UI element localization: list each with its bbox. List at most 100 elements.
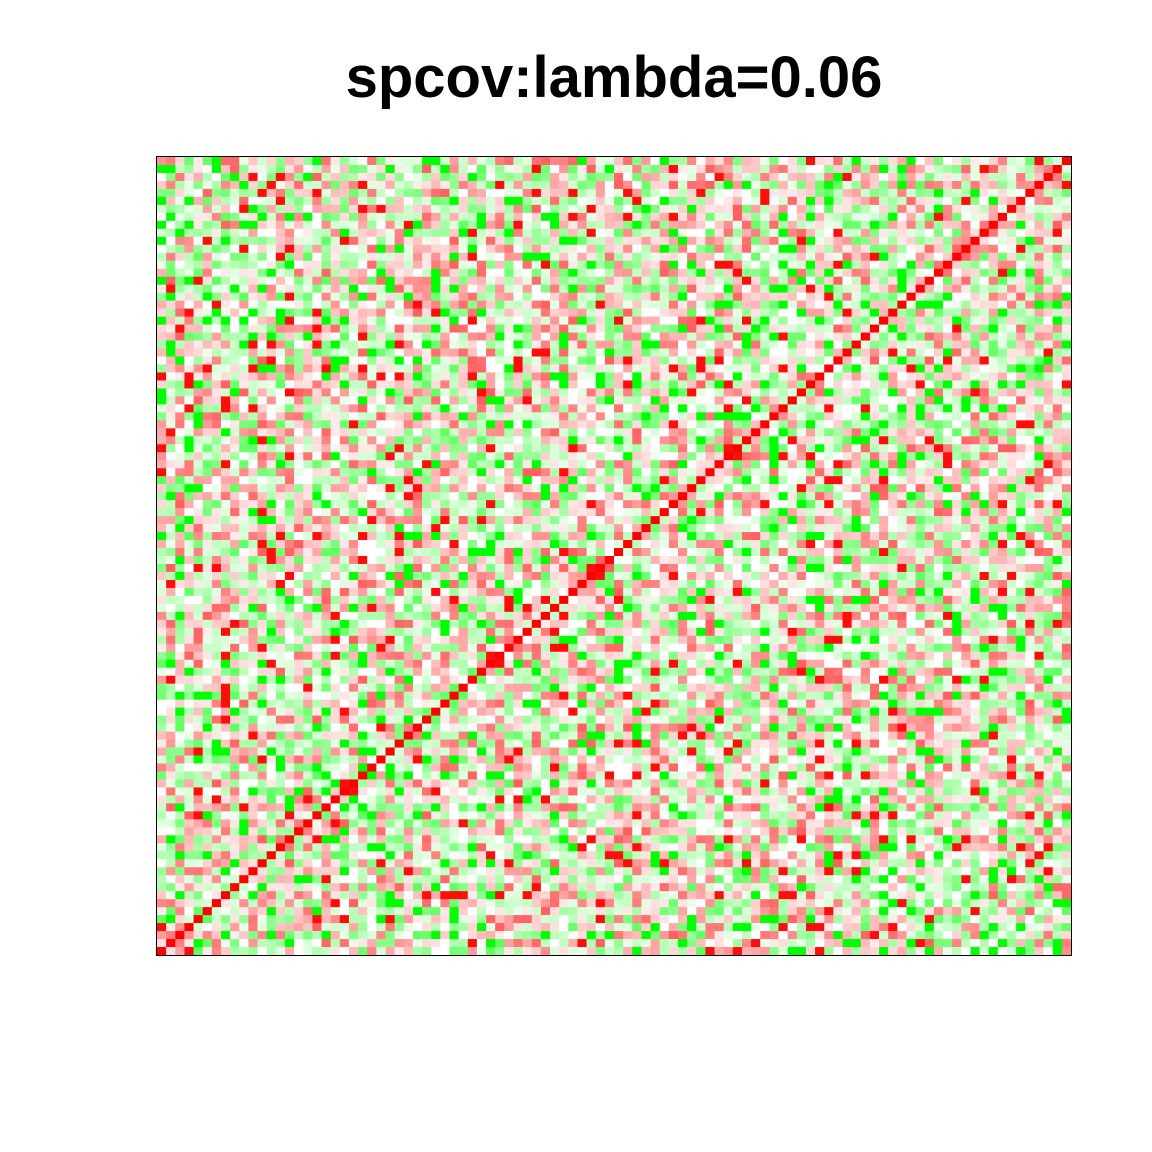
heatmap-cell xyxy=(997,196,1008,206)
heatmap-cell xyxy=(166,188,176,198)
heatmap-cell xyxy=(284,508,295,517)
heatmap-cell xyxy=(248,508,259,517)
heatmap-cell xyxy=(1043,460,1054,469)
heatmap-cell xyxy=(403,428,414,437)
heatmap-cell xyxy=(1025,460,1036,469)
heatmap-cell xyxy=(568,212,579,222)
heatmap-cell xyxy=(1025,180,1036,190)
heatmap-cell xyxy=(997,452,1008,461)
heatmap-cell xyxy=(467,268,478,278)
heatmap-cell xyxy=(897,404,908,413)
heatmap-cell xyxy=(504,484,515,493)
heatmap-cell xyxy=(385,476,396,485)
heatmap-cell xyxy=(1043,396,1054,405)
heatmap-cell xyxy=(888,332,898,342)
heatmap-cell xyxy=(668,356,679,366)
heatmap-cell xyxy=(696,332,706,342)
heatmap-cell xyxy=(1025,164,1036,174)
heatmap-cell xyxy=(723,284,734,294)
heatmap-cell xyxy=(751,348,761,358)
heatmap-cell xyxy=(943,524,953,533)
heatmap-cell xyxy=(312,300,323,310)
heatmap-cell xyxy=(632,436,643,445)
heatmap-cell xyxy=(988,228,999,238)
heatmap-cell xyxy=(805,372,816,382)
heatmap-cell xyxy=(751,364,761,374)
heatmap-cell xyxy=(422,548,432,557)
heatmap-cell xyxy=(943,516,953,525)
diagonal-cell xyxy=(668,500,679,509)
heatmap-cell xyxy=(970,476,981,485)
heatmap-cell xyxy=(321,180,332,190)
heatmap-cell xyxy=(193,412,204,421)
heatmap-cell xyxy=(1043,356,1054,366)
heatmap-cell xyxy=(513,356,524,366)
heatmap-cell xyxy=(705,444,716,453)
heatmap-cell xyxy=(239,204,249,214)
heatmap-cell xyxy=(778,524,789,533)
heatmap-cell xyxy=(659,436,670,445)
heatmap-cell xyxy=(595,188,606,198)
heatmap-cell xyxy=(805,428,816,437)
heatmap-cell xyxy=(239,172,249,182)
heatmap-cell xyxy=(513,348,524,358)
heatmap-cell xyxy=(604,516,615,525)
heatmap-cell xyxy=(714,196,725,206)
heatmap-cell xyxy=(577,164,588,174)
heatmap-cell xyxy=(559,308,569,318)
heatmap-cell xyxy=(623,164,633,174)
heatmap-cell xyxy=(449,220,460,230)
heatmap-cell xyxy=(641,284,652,294)
heatmap-cell xyxy=(495,204,505,214)
heatmap-cell xyxy=(486,196,496,206)
heatmap-cell xyxy=(412,388,423,397)
heatmap-cell xyxy=(1016,436,1026,445)
heatmap-cell xyxy=(294,204,304,214)
heatmap-cell xyxy=(1016,428,1026,437)
heatmap-cell xyxy=(422,524,432,533)
heatmap-cell xyxy=(760,252,770,262)
heatmap-cell xyxy=(1025,196,1036,206)
heatmap-cell xyxy=(787,356,798,366)
heatmap-cell xyxy=(860,292,871,302)
heatmap-cell xyxy=(851,292,862,302)
heatmap-cell xyxy=(266,516,277,525)
heatmap-cell xyxy=(1034,292,1045,302)
heatmap-cell xyxy=(184,380,195,390)
heatmap-cell xyxy=(257,540,268,549)
heatmap-cell xyxy=(1052,468,1063,477)
heatmap-cell xyxy=(614,284,624,294)
heatmap-cell xyxy=(833,252,844,262)
heatmap-cell xyxy=(842,420,853,429)
heatmap-cell xyxy=(422,316,432,326)
heatmap-cell xyxy=(787,428,798,437)
heatmap-cell xyxy=(760,476,770,485)
heatmap-cell xyxy=(230,524,240,533)
diagonal-cell xyxy=(961,244,972,254)
heatmap-cell xyxy=(815,220,825,230)
heatmap-cell xyxy=(961,268,972,278)
heatmap-cell xyxy=(732,404,743,413)
heatmap-cell xyxy=(358,276,368,286)
heatmap-cell xyxy=(522,252,533,262)
heatmap-cell xyxy=(531,516,542,525)
heatmap-cell xyxy=(833,332,844,342)
heatmap-cell xyxy=(495,284,505,294)
heatmap-cell xyxy=(294,212,304,222)
heatmap-cell xyxy=(266,396,277,405)
heatmap-cell xyxy=(915,236,926,246)
heatmap-cell xyxy=(303,436,313,445)
heatmap-cell xyxy=(659,468,670,477)
heatmap-cell xyxy=(650,476,661,485)
heatmap-cell xyxy=(677,260,688,270)
heatmap-cell xyxy=(422,476,432,485)
heatmap-cell xyxy=(239,548,249,557)
heatmap-cell xyxy=(677,444,688,453)
heatmap-cell xyxy=(979,548,990,557)
heatmap-cell xyxy=(275,356,286,366)
heatmap-cell xyxy=(449,428,460,437)
heatmap-cell xyxy=(568,412,579,421)
heatmap-cell xyxy=(869,356,880,366)
heatmap-cell xyxy=(805,532,816,541)
heatmap-cell xyxy=(888,460,898,469)
